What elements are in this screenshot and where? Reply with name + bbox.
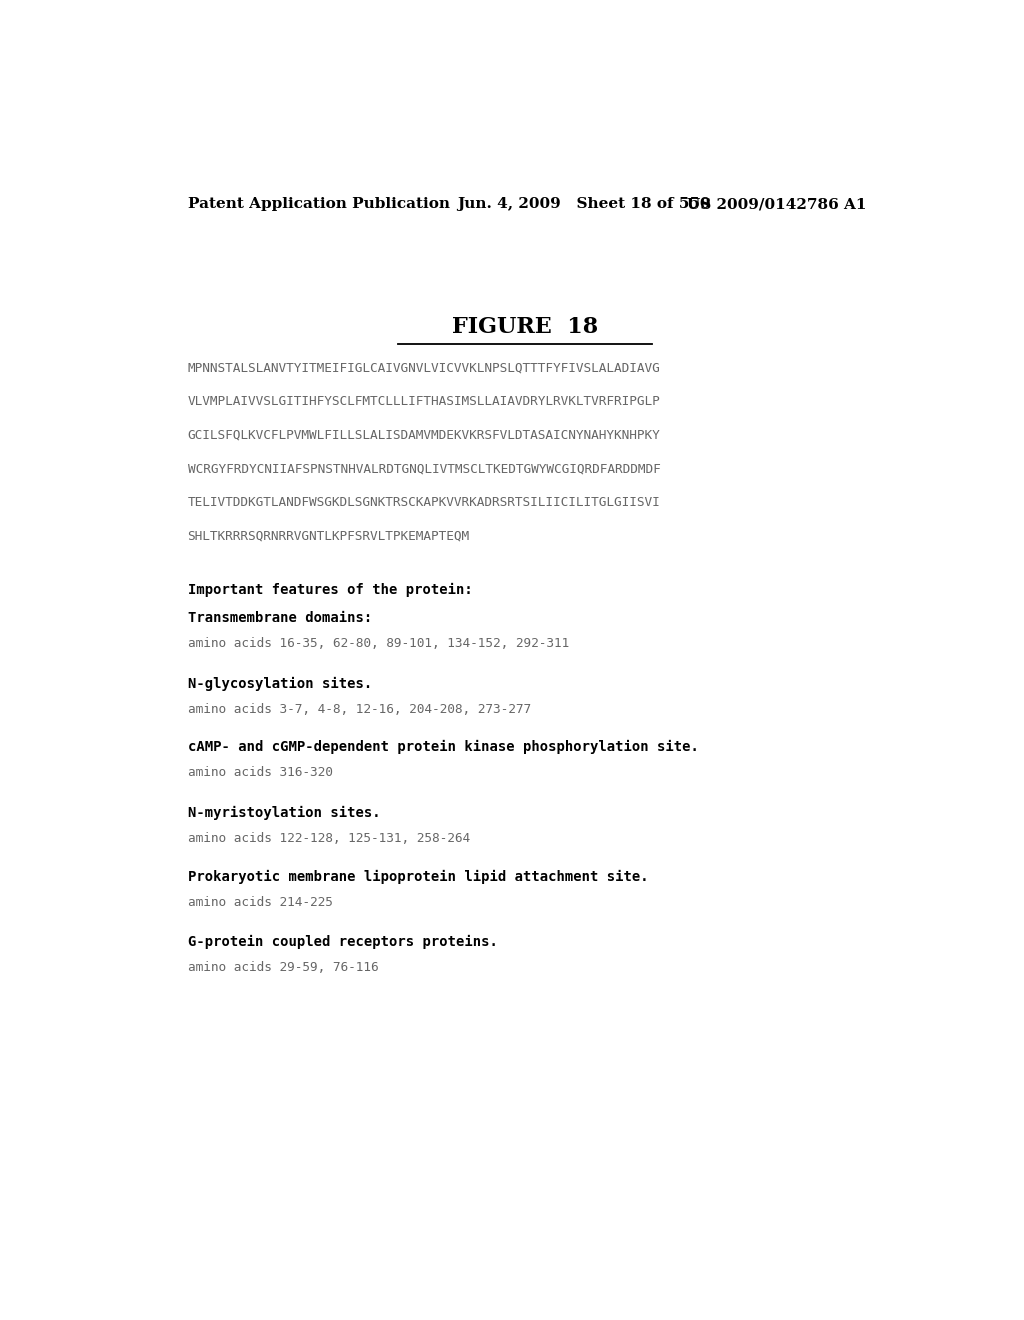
Text: amino acids 214-225: amino acids 214-225 (187, 896, 333, 909)
Text: G-protein coupled receptors proteins.: G-protein coupled receptors proteins. (187, 935, 498, 949)
Text: amino acids 16-35, 62-80, 89-101, 134-152, 292-311: amino acids 16-35, 62-80, 89-101, 134-15… (187, 638, 568, 651)
Text: amino acids 122-128, 125-131, 258-264: amino acids 122-128, 125-131, 258-264 (187, 833, 470, 845)
Text: Important features of the protein:: Important features of the protein: (187, 583, 472, 598)
Text: N-myristoylation sites.: N-myristoylation sites. (187, 805, 380, 820)
Text: Prokaryotic membrane lipoprotein lipid attachment site.: Prokaryotic membrane lipoprotein lipid a… (187, 870, 648, 884)
Text: amino acids 316-320: amino acids 316-320 (187, 766, 333, 779)
Text: TELIVTDDKGTLANDFWSGKDLSGNKTRSCKAPKVVRKADRSRTSILIICILITGLGIISVI: TELIVTDDKGTLANDFWSGKDLSGNKTRSCKAPKVVRKAD… (187, 496, 660, 508)
Text: amino acids 29-59, 76-116: amino acids 29-59, 76-116 (187, 961, 378, 974)
Text: N-glycosylation sites.: N-glycosylation sites. (187, 677, 372, 690)
Text: cAMP- and cGMP-dependent protein kinase phosphorylation site.: cAMP- and cGMP-dependent protein kinase … (187, 739, 698, 754)
Text: GCILSFQLKVCFLPVMWLFILLSLALISDAMVMDEKVKRSFVLDTASAICNYNAHYKNHPKY: GCILSFQLKVCFLPVMWLFILLSLALISDAMVMDEKVKRS… (187, 429, 660, 442)
Text: WCRGYFRDYCNIIAFSPNSTNHVALRDTGNQLIVTMSCLТKEDTGWYWCGIQRDFARDDMDF: WCRGYFRDYCNIIAFSPNSTNHVALRDTGNQLIVTMSCLТ… (187, 462, 660, 475)
Text: amino acids 3-7, 4-8, 12-16, 204-208, 273-277: amino acids 3-7, 4-8, 12-16, 204-208, 27… (187, 704, 530, 717)
Text: FIGURE  18: FIGURE 18 (452, 315, 598, 338)
Text: US 2009/0142786 A1: US 2009/0142786 A1 (686, 197, 866, 211)
Text: SHLTKRRRSQRNRRVGNTLKPFSRVLTPKEMAPTEQM: SHLTKRRRSQRNRRVGNTLKPFSRVLTPKEMAPTEQM (187, 529, 470, 543)
Text: Patent Application Publication: Patent Application Publication (187, 197, 450, 211)
Text: Jun. 4, 2009   Sheet 18 of 550: Jun. 4, 2009 Sheet 18 of 550 (458, 197, 711, 211)
Text: VLVMPLAIVVSLGITIHFYSCLFMTCLLLIFTHASIMSLLAIAVDRYLRVKLTVRFRIPGLP: VLVMPLAIVVSLGITIHFYSCLFMTCLLLIFTHASIMSLL… (187, 395, 660, 408)
Text: Transmembrane domains:: Transmembrane domains: (187, 611, 372, 624)
Text: MPNNSTALSLANVTYITMEIFIGLCAIVGNVLVICVVKLNPSLQTTTFYFIVSLALADIAVG: MPNNSTALSLANVTYITMEIFIGLCAIVGNVLVICVVKLN… (187, 362, 660, 375)
